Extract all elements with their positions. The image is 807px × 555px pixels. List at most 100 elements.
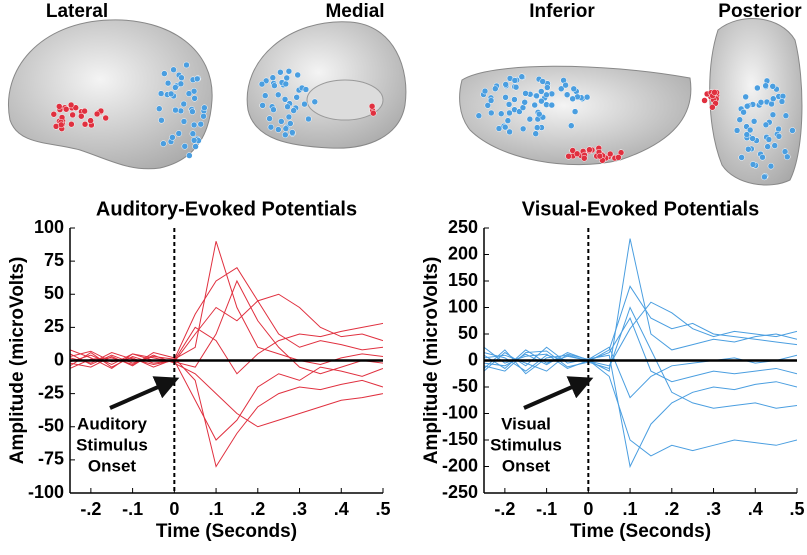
electrode [270,106,277,113]
electrode [158,117,165,124]
electrode [518,73,526,80]
electrode [586,146,593,153]
view-label: Inferior [529,1,595,22]
electrode [274,91,282,99]
electrode [269,74,277,81]
electrode [769,83,776,90]
annotation: Stimulus [76,435,148,454]
electrode [562,81,569,89]
electrode [484,102,492,109]
electrode [301,100,308,108]
electrode [701,97,708,104]
x-tick-label: .4 [334,499,349,519]
electrode [775,133,783,140]
x-tick-label: 0 [169,499,179,519]
electrode [736,116,743,123]
electrode [488,109,495,117]
electrode [294,71,301,79]
electrode [157,90,165,97]
electrode [512,83,520,91]
annotation: Visual [501,414,551,433]
x-axis-label: Time (Seconds) [570,521,711,542]
electrode [178,74,185,82]
electrode [745,146,752,153]
x-axis-label: Time (Seconds) [156,521,297,542]
electrode [191,95,198,102]
trace [484,346,797,399]
electrode [266,115,273,122]
electrode [487,97,495,104]
electrode [511,96,518,103]
electrode [606,150,614,158]
chart-title: Visual-Evoked Potentials [522,198,760,220]
electrode [519,125,527,133]
y-tick-label: 25 [44,316,64,336]
electrode [511,77,519,84]
electrode [287,120,294,127]
y-tick-label: -150 [442,429,478,449]
electrode [548,90,556,98]
electrode [743,131,751,138]
electrode [190,137,198,144]
electrode [779,93,787,100]
electrode [749,161,757,168]
electrode [81,107,88,115]
electrode [563,91,571,98]
brain-renderings [8,18,803,186]
electrode [160,140,167,147]
x-tick-label: .2 [250,499,265,519]
electrode [285,68,293,75]
y-tick-label: 200 [448,243,478,263]
view-label: Medial [325,1,384,22]
electrode [778,98,786,105]
x-tick-label: .3 [292,499,307,519]
electrode [293,94,300,101]
electrode [596,152,604,160]
electrode [767,162,775,170]
x-tick-label: -.1 [122,499,143,519]
trace [484,285,797,372]
annotation-arrow [523,376,594,410]
electrode [481,87,489,95]
electrode [571,108,579,115]
electrode [548,101,556,109]
electrode [81,121,89,128]
electrode [370,109,377,117]
electrode [581,155,588,162]
electrode [275,126,282,133]
electrode [742,93,749,101]
electrode [180,118,188,125]
y-tick-label: -25 [38,382,64,402]
electrode [750,118,758,125]
electrode [583,93,591,101]
electrodes [50,61,796,181]
electrode [757,99,765,106]
electrode [282,80,290,88]
trace [484,301,797,375]
y-tick-label: 100 [34,217,64,237]
electrode [506,128,513,136]
trace [70,279,383,375]
electrode [189,108,196,115]
electrode [539,78,546,85]
annotation: Onset [502,456,551,475]
electrode [172,84,179,91]
x-tick-label: .4 [748,499,763,519]
electrode [258,80,266,88]
electrode [532,130,539,137]
trace [484,238,797,372]
electrode [740,108,747,116]
electrode [177,80,185,88]
electrode [543,101,550,108]
electrode [156,105,163,112]
x-tick-label: .2 [664,499,679,519]
electrode [305,115,312,123]
x-tick-label: .1 [209,499,224,519]
electrode [190,121,198,129]
electrode [615,154,622,161]
electrode [69,111,76,119]
electrode [565,153,572,160]
electrode [62,105,70,113]
electrode [543,91,550,99]
